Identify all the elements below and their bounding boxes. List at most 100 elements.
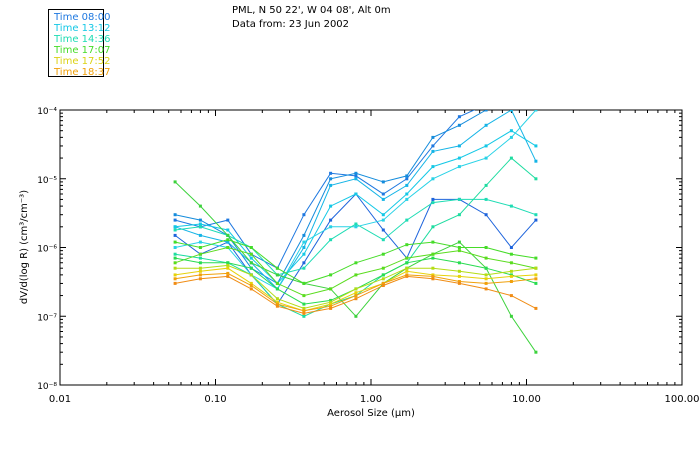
data-point bbox=[302, 246, 306, 249]
data-point bbox=[275, 273, 279, 277]
data-point bbox=[173, 240, 177, 244]
data-point bbox=[275, 266, 279, 270]
x-tick-label: 0.01 bbox=[49, 394, 71, 405]
legend-item-1752: Time 17:52 bbox=[54, 56, 111, 67]
data-point bbox=[509, 261, 513, 265]
data-point bbox=[249, 256, 253, 260]
data-point bbox=[226, 261, 230, 265]
series-10 bbox=[173, 246, 538, 298]
data-point bbox=[226, 228, 230, 232]
data-point bbox=[534, 281, 538, 285]
data-point bbox=[457, 274, 461, 278]
data-point bbox=[198, 269, 202, 273]
axes: 0.01 0.10 1.00 10.00 100.00 10⁻⁸ 10⁻⁷ 10⁻⁶ 10⁻⁵ 1… bbox=[37, 107, 699, 405]
data-point bbox=[405, 197, 409, 201]
data-point bbox=[354, 261, 358, 265]
data-point bbox=[534, 306, 538, 310]
data-point bbox=[534, 177, 538, 181]
data-point bbox=[457, 144, 461, 148]
data-point bbox=[354, 225, 358, 229]
data-point bbox=[381, 213, 385, 217]
data-point bbox=[405, 243, 409, 247]
data-point bbox=[198, 225, 202, 229]
data-point bbox=[354, 171, 358, 175]
data-point bbox=[534, 110, 538, 112]
data-point bbox=[173, 277, 177, 281]
data-point bbox=[329, 183, 333, 187]
data-point bbox=[198, 246, 202, 249]
data-point bbox=[457, 165, 461, 169]
data-point bbox=[329, 287, 333, 291]
data-point bbox=[302, 233, 306, 237]
y-tick-label: 10⁻⁵ bbox=[37, 176, 57, 186]
data-point bbox=[431, 256, 435, 260]
data-point bbox=[226, 238, 230, 242]
data-point bbox=[405, 256, 409, 260]
data-point bbox=[226, 266, 230, 270]
data-point bbox=[431, 252, 435, 256]
data-point bbox=[509, 246, 513, 249]
data-point bbox=[509, 135, 513, 139]
data-point bbox=[381, 197, 385, 201]
data-point bbox=[354, 291, 358, 295]
data-point bbox=[226, 274, 230, 278]
data-point bbox=[457, 261, 461, 265]
y-axis-label: dV/d(log R) (cm³/cm⁻³) bbox=[19, 190, 30, 304]
data-point bbox=[275, 304, 279, 308]
x-tick-label: 100.00 bbox=[665, 394, 700, 405]
chart-header: PML, N 50 22', W 04 08', Alt 0m Data fro… bbox=[232, 4, 391, 32]
data-point bbox=[509, 294, 513, 298]
data-point bbox=[173, 225, 177, 229]
data-point bbox=[198, 277, 202, 281]
data-point bbox=[405, 274, 409, 278]
data-point bbox=[329, 304, 333, 308]
data-point bbox=[329, 225, 333, 229]
data-point bbox=[354, 314, 358, 318]
data-point bbox=[249, 281, 253, 285]
data-point bbox=[381, 277, 385, 281]
data-point bbox=[381, 180, 385, 184]
data-point bbox=[457, 197, 461, 201]
data-point bbox=[381, 273, 385, 277]
data-point bbox=[329, 302, 333, 306]
data-point bbox=[302, 309, 306, 313]
data-point bbox=[534, 266, 538, 270]
data-point bbox=[457, 269, 461, 273]
data-point bbox=[302, 294, 306, 298]
data-point bbox=[302, 306, 306, 310]
data-point bbox=[509, 156, 513, 160]
data-point bbox=[534, 144, 538, 148]
x-tick-label: 1.00 bbox=[360, 394, 382, 405]
data-point bbox=[405, 218, 409, 222]
legend-item-0800: Time 08:00 bbox=[54, 12, 111, 23]
data-point bbox=[249, 252, 253, 256]
y-tick-label: 10⁻⁶ bbox=[37, 245, 57, 255]
chart-date: Data from: 23 Jun 2002 bbox=[232, 19, 350, 30]
data-point bbox=[198, 222, 202, 226]
data-point bbox=[198, 261, 202, 265]
data-point bbox=[484, 110, 488, 112]
data-point bbox=[329, 204, 333, 208]
data-point bbox=[405, 266, 409, 270]
data-point bbox=[329, 177, 333, 181]
data-point bbox=[173, 261, 177, 265]
data-point bbox=[226, 271, 230, 275]
data-point bbox=[534, 218, 538, 222]
series-9 bbox=[173, 238, 538, 285]
data-point bbox=[249, 246, 253, 249]
data-point bbox=[354, 287, 358, 291]
data-point bbox=[226, 240, 230, 244]
data-point bbox=[198, 256, 202, 260]
data-point bbox=[509, 252, 513, 256]
data-point bbox=[354, 177, 358, 181]
data-point bbox=[509, 129, 513, 133]
data-point bbox=[302, 311, 306, 315]
data-point bbox=[275, 300, 279, 304]
data-point bbox=[329, 298, 333, 302]
data-point bbox=[173, 228, 177, 232]
data-point bbox=[381, 252, 385, 256]
data-point bbox=[173, 218, 177, 222]
data-point bbox=[457, 213, 461, 217]
data-point bbox=[275, 287, 279, 291]
